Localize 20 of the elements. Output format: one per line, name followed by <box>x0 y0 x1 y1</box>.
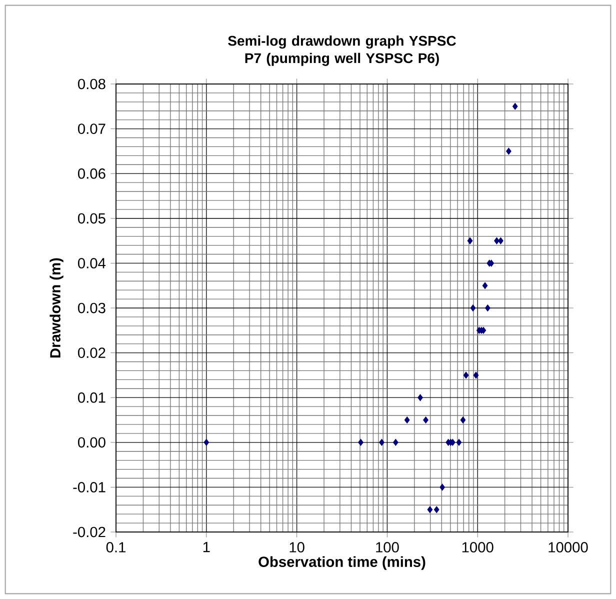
y-tick-label: 0.05 <box>78 213 106 224</box>
y-tick-label: -0.02 <box>73 526 106 538</box>
x-tick-label: 10000 <box>548 542 588 552</box>
x-tick-label: 100 <box>376 542 399 552</box>
y-tick-label: 0.08 <box>78 78 106 90</box>
x-tick-label: 1000 <box>462 542 494 552</box>
y-tick-label: 0.07 <box>78 124 106 134</box>
y-tick-label: -0.01 <box>73 482 106 492</box>
x-axis-title: Observation time (mins) <box>258 556 426 570</box>
y-tick-label: 0.04 <box>78 258 106 268</box>
y-tick-label: 0.06 <box>78 168 106 179</box>
x-tick-label: 0.1 <box>106 542 126 552</box>
y-tick-label: 0.02 <box>78 348 106 358</box>
y-tick-label: 0.00 <box>78 437 106 448</box>
x-tick-label: 10 <box>290 542 304 552</box>
chart-title: Semi-log drawdown graph YSPSC P7 (pumping well YSPSC P6) <box>228 36 456 66</box>
y-axis-title: Drawdown (m) <box>50 258 64 358</box>
y-tick-label: 0.03 <box>78 302 106 314</box>
x-tick-label: 1 <box>203 542 210 552</box>
y-tick-label: 0.01 <box>78 392 106 403</box>
